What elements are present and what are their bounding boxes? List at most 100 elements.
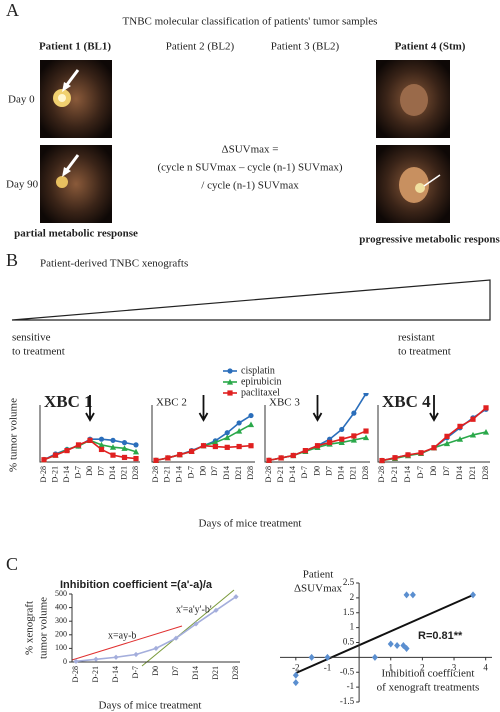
x-axis-label: Days of mice treatment <box>99 700 202 712</box>
marker <box>405 452 411 458</box>
x-tick-label: D28 <box>246 466 255 480</box>
arrow <box>429 395 439 422</box>
marker <box>418 450 424 456</box>
x-axis-label: Days of mice treatment <box>199 518 302 530</box>
x-tick-label: D-28 <box>264 466 273 482</box>
marker <box>93 656 99 662</box>
chart-title: XBC 2 <box>156 397 187 409</box>
gradient-triangle <box>11 279 491 321</box>
plot <box>73 594 239 664</box>
marker <box>443 440 451 447</box>
y-tick-label: 0.5 <box>343 637 355 647</box>
x-tick-label: D14 <box>455 466 464 480</box>
series-line <box>155 423 252 462</box>
x-tick-label: 1 <box>388 662 393 672</box>
annotation: R=0.81** <box>418 630 463 642</box>
x-tick-label: D0 <box>85 466 94 476</box>
x-tick-label: D7 <box>96 466 105 476</box>
y-tick-label: -1.5 <box>340 696 355 706</box>
marker <box>351 433 357 439</box>
x-tick-label: D0 <box>198 466 207 476</box>
marker <box>121 454 128 461</box>
marker <box>327 439 333 446</box>
x-tick-label: D-21 <box>390 466 399 482</box>
marker <box>133 455 139 462</box>
marker <box>189 448 195 455</box>
y-tick-label: 200 <box>55 630 67 639</box>
y-tick-label: 300 <box>55 616 67 625</box>
response: partial metabolic response <box>14 228 138 240</box>
marker <box>113 654 119 660</box>
marker <box>247 421 255 428</box>
x-tick-label: D-28 <box>71 666 80 682</box>
marker <box>110 452 116 458</box>
y-tick-label: -0.5 <box>340 666 355 676</box>
x-tick-label: D-21 <box>276 466 285 482</box>
y-tick-label: 2.5 <box>343 577 355 587</box>
patient-label: Patient 4 (Stm) <box>395 41 466 53</box>
x-tick-label: D-7 <box>300 466 309 478</box>
x-tick-label: D14 <box>108 466 117 480</box>
axis <box>377 405 490 463</box>
marker <box>153 645 159 651</box>
y-tick-label: 100 <box>55 643 67 652</box>
marker <box>233 594 239 600</box>
x-tick-label: D-21 <box>50 466 59 482</box>
legend-label: cisplatin <box>241 365 275 376</box>
marker <box>133 651 139 658</box>
marker <box>227 368 233 374</box>
marker <box>133 442 139 448</box>
sensitivity-label: sensitive <box>12 332 51 344</box>
x-tick-label: D-14 <box>403 466 412 482</box>
sensitivity-label: to treatment <box>12 346 65 358</box>
marker <box>226 378 234 385</box>
marker <box>338 439 345 446</box>
annotation: x'=a'y'-b' <box>176 604 212 615</box>
x-tick-label: D21 <box>349 466 358 480</box>
marker <box>165 455 171 461</box>
fit-line <box>71 625 183 661</box>
x-tick-label: D-14 <box>62 466 71 482</box>
axis <box>264 405 370 463</box>
sensitivity-label: to treatment <box>398 346 451 358</box>
marker <box>52 452 59 458</box>
point <box>324 653 331 661</box>
marker <box>236 443 242 450</box>
point <box>403 591 410 599</box>
marker <box>248 412 254 419</box>
point <box>371 653 378 661</box>
x-tick-label: D28 <box>481 466 490 480</box>
marker <box>109 444 117 450</box>
marker <box>224 434 231 441</box>
y-tick-label: -1 <box>347 681 355 691</box>
marker <box>339 426 345 433</box>
x-tick-label: -2 <box>292 662 300 672</box>
x-tick-label: D7 <box>171 666 180 676</box>
x-tick-label: D0 <box>312 466 321 476</box>
panel-label: B <box>6 250 18 270</box>
marker <box>75 442 82 448</box>
marker <box>363 428 369 434</box>
x-tick-label: D21 <box>468 466 477 480</box>
panel-label: C <box>6 554 18 574</box>
marker <box>350 436 357 443</box>
x-tick-label: D-14 <box>175 466 184 482</box>
marker <box>444 433 450 439</box>
marker <box>469 431 477 438</box>
arrow <box>198 395 209 422</box>
point <box>292 671 299 679</box>
x-tick-label: D7 <box>324 466 333 476</box>
marker <box>213 607 219 613</box>
marker <box>363 393 369 397</box>
plot <box>152 412 255 463</box>
axis <box>151 405 255 463</box>
legend-label: epirubicin <box>241 376 282 387</box>
marker <box>41 457 47 463</box>
y-tick-label: 2 <box>350 592 355 602</box>
point <box>292 679 299 687</box>
y-axis-label: % xenograft <box>24 601 36 655</box>
annotation: x=ay-b <box>108 630 136 641</box>
marker <box>98 441 105 448</box>
x-tick-label: D14 <box>191 666 200 680</box>
